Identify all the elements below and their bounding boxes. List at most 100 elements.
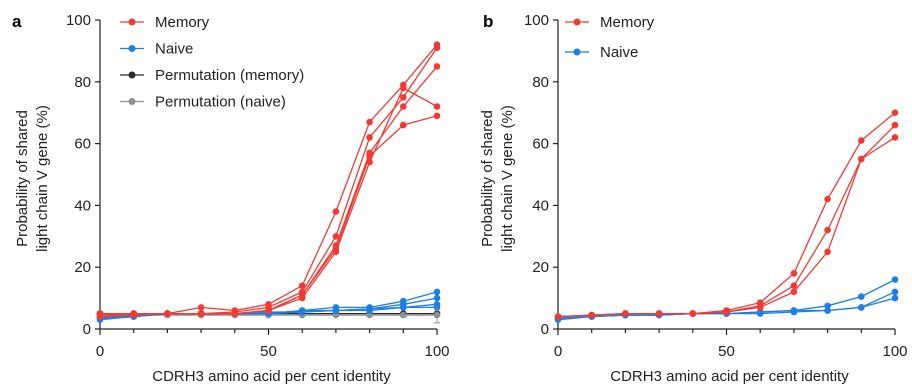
panel-a: a 0 20 40 60 80 100 0 50 100 CDRH3 amino acid per … [12,12,450,385]
data-point [756,304,764,311]
x-axis-title: CDRH3 amino acid per cent identity [152,368,391,385]
panel-b: b 0 20 40 60 80 100 0 50 100 CDRH3 amino acid per … [479,12,908,385]
data-point [433,44,441,52]
data-point [891,276,899,283]
y-tick-label: 40 [74,197,91,214]
y-tick-label: 0 [83,321,91,338]
legend-label: Memory [600,14,655,31]
data-point [824,307,831,314]
data-point [332,311,340,319]
data-point [433,288,441,296]
legend-label: Permutation (naive) [155,94,286,111]
data-point [332,307,340,314]
x-tick-label: 0 [96,343,104,360]
data-point [231,310,239,317]
data-point [554,313,562,320]
data-point [790,308,798,316]
data-point [332,208,340,215]
legend-label: Memory [155,14,210,31]
data-point [265,307,272,314]
y-axis-title: light chain V gene (%) [499,105,516,252]
data-point [130,310,137,317]
y-tick-label: 0 [541,321,549,338]
data-point [197,310,205,317]
legend-marker [128,71,136,79]
data-point [400,304,407,311]
series-line [100,115,438,315]
y-tick-label: 80 [74,74,91,91]
data-point [400,103,407,110]
data-point [366,134,373,141]
y-tick-label: 20 [74,259,91,276]
legend-marker [573,48,581,56]
x-axis-title: CDRH3 amino acid per cent identity [610,368,849,385]
legend-item-perm_memory: Permutation (memory) [120,67,304,84]
data-point [366,152,373,160]
series-memory [554,134,899,320]
legend-item-naive: Naive [120,41,193,58]
series-memory [96,84,441,319]
x-tick-label: 50 [718,343,735,360]
data-point [366,307,373,314]
series-memory [554,109,899,320]
legend-marker [128,18,136,26]
axes: 0 20 40 60 80 100 0 50 100 [524,12,908,360]
data-point [858,293,865,300]
data-point [197,304,205,311]
data-point [824,248,831,256]
series-memory [96,112,441,317]
series-memory [554,121,899,320]
series-memory [96,44,441,319]
plot-area [554,109,899,324]
data-point [433,103,441,110]
y-tick-label: 80 [532,74,549,91]
series-line [99,47,438,316]
y-tick-label: 60 [532,136,549,153]
legend-label: Naive [155,41,193,58]
y-tick-label: 40 [532,197,549,214]
data-point [790,288,798,296]
data-point [298,282,306,290]
legend-item-perm_naive: Permutation (naive) [120,94,286,111]
data-point [400,84,407,92]
data-point [790,270,798,277]
y-axis-title: Probability of shared [14,110,31,247]
data-point [824,302,831,310]
data-point [622,310,629,317]
y-axis-title: light chain V gene (%) [34,105,51,252]
data-point [891,121,899,129]
y-tick-label: 20 [532,259,549,276]
series-line [557,124,896,318]
y-tick-label: 60 [74,136,91,153]
data-point [891,109,899,116]
legend-label: Permutation (memory) [155,67,304,84]
data-point [858,137,865,144]
x-tick-label: 50 [260,343,277,360]
legend-marker [573,18,581,26]
panel-letter: b [483,12,493,31]
legend-item-memory: Memory [565,14,655,31]
data-point [433,63,441,70]
legend: Memory Naive [565,14,655,61]
axes: 0 20 40 60 80 100 0 50 100 [66,12,450,360]
legend-marker [128,98,136,105]
data-point [400,311,407,319]
data-point [433,294,441,302]
series-line [99,87,438,316]
x-tick-label: 100 [882,343,907,360]
data-point [588,311,595,319]
data-point [366,118,373,126]
data-point [400,94,407,101]
y-axis-title: Probability of shared [479,110,496,247]
legend-label: Naive [600,44,638,61]
legend-marker [128,45,136,52]
data-point [332,233,340,240]
y-tick-label: 100 [66,12,91,29]
data-point [332,245,340,252]
legend: Memory Naive Permutation (memory) Permutati… [120,14,304,111]
data-point [891,288,899,296]
data-point [366,311,373,319]
x-tick-label: 0 [554,343,562,360]
series-line [100,44,438,315]
series-line [557,112,896,318]
